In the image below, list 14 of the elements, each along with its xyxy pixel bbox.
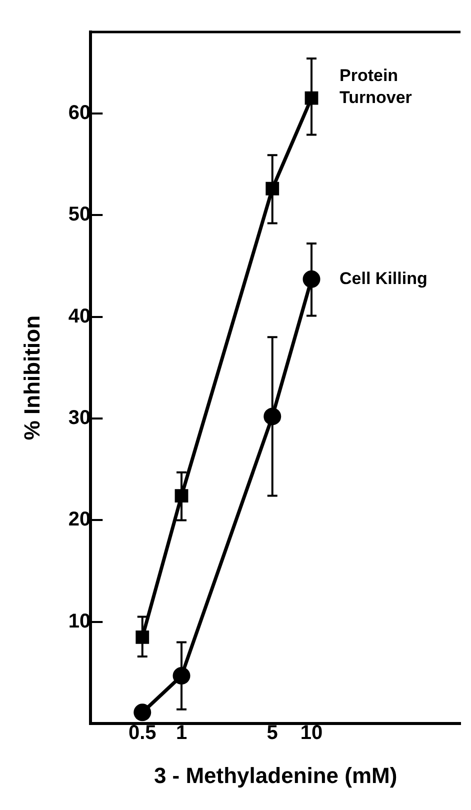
y-tick-label: 20 <box>68 508 91 531</box>
series-label: Cell Killing <box>340 268 428 288</box>
y-axis-title: % Inhibition <box>19 315 44 440</box>
y-tick-label: 50 <box>68 204 91 226</box>
y-tick-label: 10 <box>68 610 91 632</box>
x-tick-label: 1 <box>176 722 188 744</box>
x-tick-label: 5 <box>266 722 278 744</box>
x-tick-label: 0.5 <box>128 722 156 744</box>
y-tick-label: 40 <box>68 305 91 328</box>
y-tick-label: 30 <box>68 407 91 429</box>
y-tick-label: 60 <box>68 102 91 124</box>
x-axis-title: 3 - Methyladenine (mM) <box>154 762 398 788</box>
x-tick-label: 10 <box>300 722 323 744</box>
series-label: Protein Turnover <box>340 66 412 107</box>
